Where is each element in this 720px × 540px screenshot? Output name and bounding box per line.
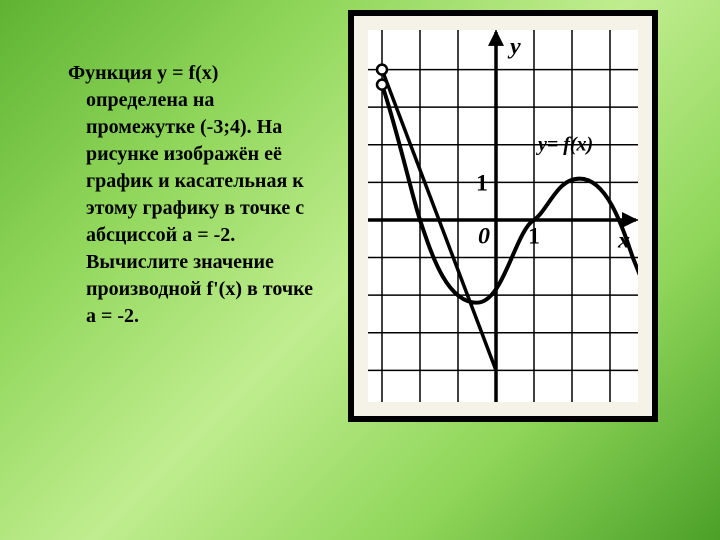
figure-frame: y x 0 1 1 y= f(x) [348, 10, 658, 422]
figure-canvas: y x 0 1 1 y= f(x) [368, 30, 638, 402]
problem-block: Функция у = f(x) определена на промежутк… [44, 40, 324, 350]
svg-text:y= f(x): y= f(x) [536, 134, 593, 156]
svg-text:1: 1 [528, 224, 540, 250]
problem-text: Функция у = f(x) определена на промежутк… [44, 60, 324, 330]
svg-text:0: 0 [478, 224, 490, 250]
svg-text:x: x [617, 228, 630, 254]
svg-text:1: 1 [476, 170, 488, 196]
svg-text:y: y [507, 34, 521, 60]
chart-svg: y x 0 1 1 y= f(x) [368, 30, 638, 402]
